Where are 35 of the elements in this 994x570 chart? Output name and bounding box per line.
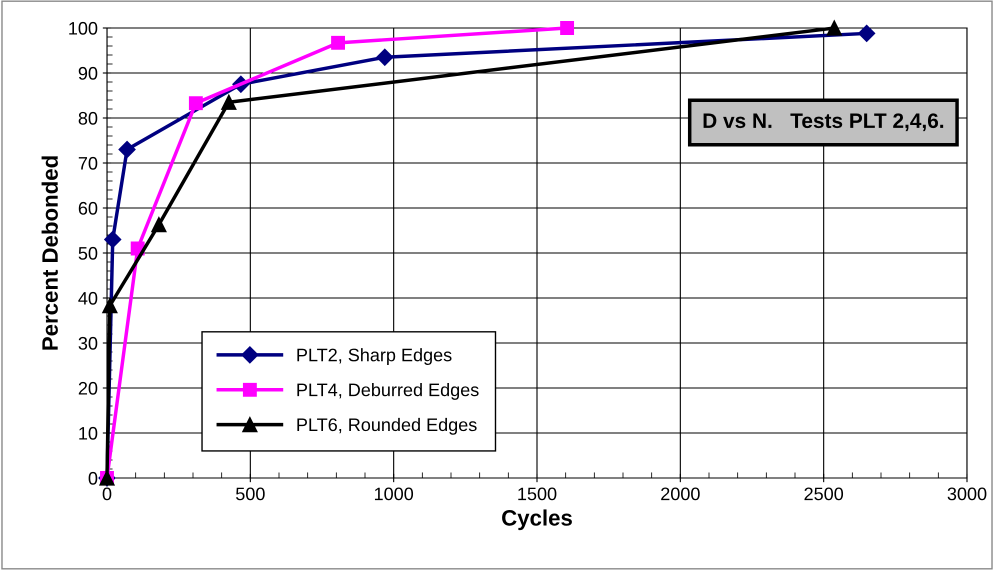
legend-label: PLT4, Deburred Edges [297,383,479,400]
x-tick-label: 500 [236,488,265,500]
y-tick-label: 50 [78,246,98,260]
y-tick-label: 80 [78,112,98,125]
x-tick-label: 1000 [374,488,414,500]
point [376,48,394,66]
point [188,96,203,110]
point [102,298,118,314]
y-tick-label: 10 [79,426,98,440]
legend-label: PLT6, Rounded Edges [297,418,477,435]
point [221,94,236,110]
legend-label: PLT2, Sharp Edges [297,348,452,365]
y-axis-title: Percent Debonded [42,156,58,350]
y-tick-label: 70 [78,156,98,170]
y-tick-label: 20 [78,382,98,395]
x-tick-label: 3000 [948,488,986,500]
y-tick-label: 40 [78,292,98,305]
x-tick-label: 0 [102,488,112,500]
y-tick-label: 0 [88,472,98,485]
x-tick-label: 2500 [804,488,844,500]
x-tick-label: 1500 [518,488,556,500]
point [104,230,122,248]
x-tick-label: 2000 [661,488,700,500]
annotation: D vs N. Tests PLT 2,4,6. [704,113,944,132]
y-tick-label: 100 [69,22,98,35]
point [118,140,136,158]
point [858,24,876,42]
x-axis-title: Cycles [502,509,572,530]
y-tick-label: 90 [78,66,98,80]
point [331,36,345,50]
point [151,217,167,232]
point [560,21,574,35]
y-tick-label: 60 [78,202,98,215]
point [826,20,842,36]
y-tick-label: 30 [78,336,98,350]
